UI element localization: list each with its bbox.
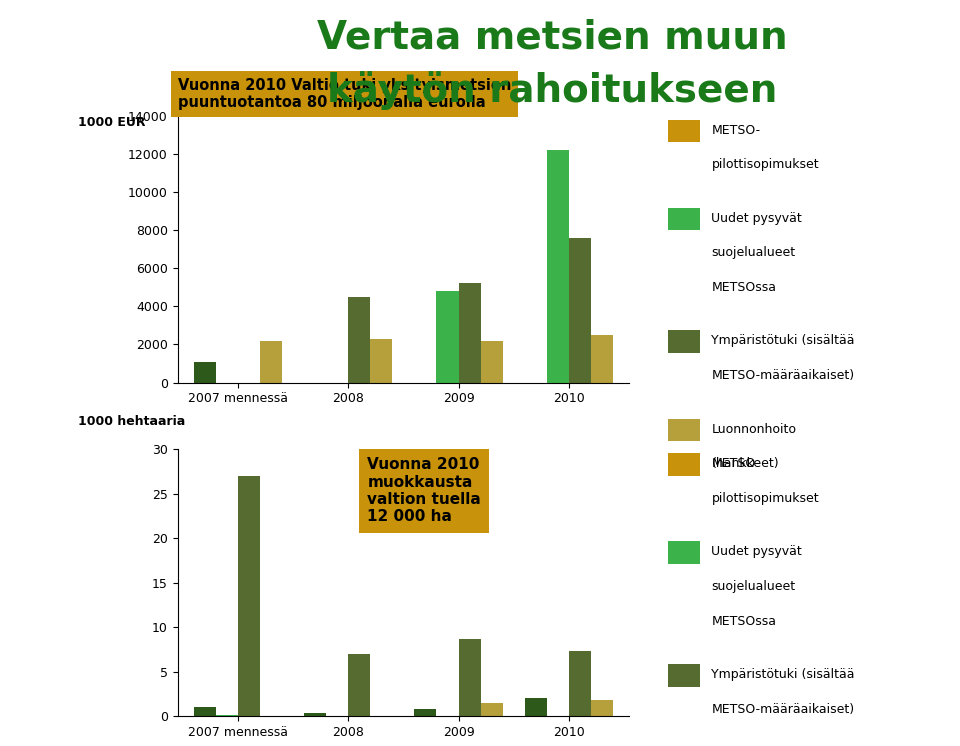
Bar	[238, 476, 260, 716]
Bar	[260, 341, 282, 383]
Bar	[304, 712, 326, 716]
Text: pilottisopimukset: pilottisopimukset	[711, 158, 819, 172]
FancyBboxPatch shape	[668, 454, 700, 476]
Bar	[459, 639, 481, 716]
Text: 1000 hehtaaria: 1000 hehtaaria	[78, 415, 185, 428]
Text: METSO-määräaikaiset): METSO-määräaikaiset)	[711, 369, 854, 382]
Text: 1000 EUR: 1000 EUR	[78, 116, 146, 128]
Bar	[481, 341, 503, 383]
FancyBboxPatch shape	[668, 419, 700, 441]
Bar	[348, 297, 371, 383]
Bar	[194, 707, 216, 716]
Bar	[459, 283, 481, 383]
Text: käytön rahoitukseen: käytön rahoitukseen	[326, 71, 778, 110]
Text: Vertaa metsien muun: Vertaa metsien muun	[317, 19, 787, 57]
Text: METSO-: METSO-	[711, 457, 760, 470]
Text: Uudet pysyvät: Uudet pysyvät	[711, 545, 803, 558]
Text: Uudet pysyvät: Uudet pysyvät	[711, 212, 803, 225]
Text: suojelualueet: suojelualueet	[711, 580, 796, 593]
Text: METSOssa: METSOssa	[711, 281, 777, 294]
Text: Ympäristötuki (sisältää: Ympäristötuki (sisältää	[711, 334, 855, 348]
Bar	[194, 362, 216, 383]
Text: pilottisopimukset: pilottisopimukset	[711, 492, 819, 505]
Bar	[524, 698, 546, 716]
FancyBboxPatch shape	[668, 207, 700, 231]
Bar	[590, 335, 612, 383]
Bar	[437, 291, 459, 383]
Bar	[481, 703, 503, 716]
FancyBboxPatch shape	[668, 542, 700, 564]
Bar	[371, 339, 393, 383]
Text: suojelualueet: suojelualueet	[711, 246, 796, 260]
Text: Vuonna 2010
muokkausta
valtion tuella
12 000 ha: Vuonna 2010 muokkausta valtion tuella 12…	[368, 457, 481, 524]
FancyBboxPatch shape	[668, 330, 700, 353]
Bar	[546, 150, 568, 383]
Text: METSO-: METSO-	[711, 124, 760, 137]
FancyBboxPatch shape	[668, 664, 700, 687]
Text: METSO-määräaikaiset): METSO-määräaikaiset)	[711, 703, 854, 716]
Text: Ympäristötuki (sisältää: Ympäristötuki (sisältää	[711, 668, 855, 681]
Text: Vuonna 2010 Valtio tuki yksityismetsien
puuntuotantoa 80 miljoonalla eurolla: Vuonna 2010 Valtio tuki yksityismetsien …	[178, 78, 511, 110]
Bar	[590, 700, 612, 716]
Text: METSOssa: METSOssa	[711, 615, 777, 627]
Bar	[348, 654, 371, 716]
Bar	[415, 709, 437, 716]
Text: Luonnonhoito: Luonnonhoito	[711, 422, 797, 436]
Bar	[568, 238, 590, 383]
FancyBboxPatch shape	[668, 119, 700, 142]
Bar	[568, 651, 590, 716]
Bar	[216, 715, 238, 716]
Text: (hankkeet): (hankkeet)	[711, 457, 780, 470]
